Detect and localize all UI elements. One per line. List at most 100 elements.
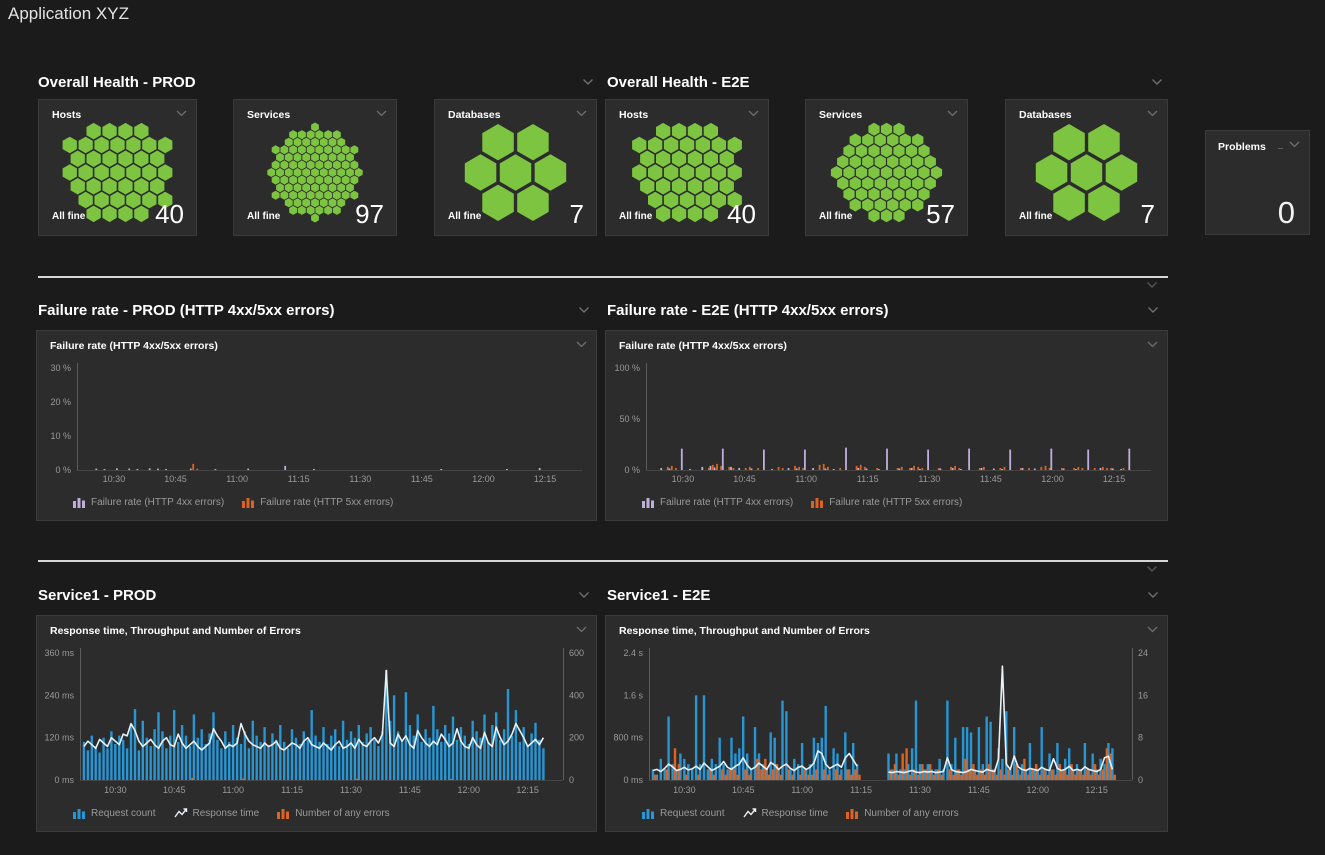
hexagon[interactable] [688, 123, 702, 139]
legend-item[interactable]: Response time [174, 808, 260, 819]
hexagon[interactable] [632, 164, 646, 181]
hexagon[interactable] [324, 145, 332, 154]
legend-item[interactable]: Failure rate (HTTP 5xx errors) [811, 496, 962, 508]
hexagon[interactable] [329, 168, 337, 177]
hexagon[interactable] [925, 155, 936, 168]
hexagon[interactable] [856, 188, 867, 201]
hexagon[interactable] [337, 138, 345, 147]
hexagon[interactable] [1088, 185, 1120, 221]
hexagon[interactable] [912, 199, 923, 212]
hexagon[interactable] [110, 137, 124, 154]
hexagon[interactable] [87, 151, 101, 168]
hexagon[interactable] [850, 177, 861, 190]
chevron-down-icon[interactable] [1147, 591, 1159, 599]
hexagon[interactable] [94, 137, 108, 154]
hexagon[interactable] [672, 123, 686, 139]
hexagon[interactable] [302, 168, 310, 177]
hexagon[interactable] [134, 151, 148, 168]
hexagon[interactable] [307, 206, 315, 215]
hexagon[interactable] [280, 160, 288, 169]
chevron-down-icon[interactable] [1146, 281, 1158, 289]
hexagon[interactable] [862, 199, 873, 212]
hexagon[interactable] [337, 168, 345, 177]
chevron-down-icon[interactable] [376, 110, 387, 117]
hexagon[interactable] [831, 166, 842, 179]
hexagon[interactable] [640, 178, 654, 195]
hexagon[interactable] [875, 134, 886, 147]
hexagon[interactable] [134, 123, 148, 139]
hexagon[interactable] [320, 183, 328, 192]
hexagon[interactable] [302, 183, 310, 192]
hexagon[interactable] [94, 192, 108, 209]
hexagon[interactable] [102, 123, 116, 139]
hexagon[interactable] [680, 164, 694, 181]
hexagon[interactable] [912, 155, 923, 168]
hexagon[interactable] [324, 160, 332, 169]
legend-item[interactable]: Failure rate (HTTP 5xx errors) [242, 496, 393, 508]
hexagon[interactable] [272, 176, 280, 185]
hexagon[interactable] [712, 137, 726, 154]
hexagon[interactable] [289, 160, 297, 169]
health-tile-databases-prod[interactable]: Databases All fine 7 [434, 99, 597, 236]
hexagon[interactable] [134, 206, 148, 223]
hexagon[interactable] [482, 124, 514, 160]
hexagon[interactable] [672, 206, 686, 223]
hexagon[interactable] [856, 144, 867, 157]
hexagon[interactable] [704, 178, 718, 195]
hexagon[interactable] [664, 137, 678, 154]
chevron-down-icon[interactable] [576, 110, 587, 117]
hexagon[interactable] [272, 160, 280, 169]
hexagon[interactable] [875, 155, 886, 168]
hexagon[interactable] [862, 177, 873, 190]
hexagon[interactable] [79, 192, 93, 209]
hexagon[interactable] [294, 168, 302, 177]
hexagon[interactable] [311, 213, 319, 222]
hexagon[interactable] [704, 151, 718, 168]
hexagon[interactable] [71, 178, 85, 195]
hexagon[interactable] [875, 199, 886, 212]
hexagon[interactable] [342, 160, 350, 169]
hexagon[interactable] [294, 183, 302, 192]
hexagon[interactable] [1106, 154, 1138, 190]
hexagon[interactable] [102, 151, 116, 168]
hexagon[interactable] [324, 206, 332, 215]
hexagon[interactable] [285, 198, 293, 207]
hexagon[interactable] [311, 138, 319, 147]
hexagon[interactable] [850, 134, 861, 147]
hexagon[interactable] [307, 145, 315, 154]
hexagon[interactable] [311, 123, 319, 132]
hexagon[interactable] [79, 164, 93, 181]
hexagon[interactable] [712, 164, 726, 181]
legend-item[interactable]: Number of any errors [846, 807, 958, 819]
chevron-down-icon[interactable] [578, 306, 590, 314]
chevron-down-icon[interactable] [947, 110, 958, 117]
problems-tile[interactable]: Problems 0 [1205, 130, 1310, 235]
hexagon[interactable] [298, 130, 306, 139]
hexagon[interactable] [500, 154, 531, 190]
hexagon[interactable] [881, 209, 892, 222]
hexagon[interactable] [648, 164, 662, 181]
hexagon[interactable] [688, 178, 702, 195]
hexagon[interactable] [150, 178, 164, 195]
hexagon[interactable] [906, 144, 917, 157]
hexagon[interactable] [862, 134, 873, 147]
hexagon[interactable] [87, 206, 101, 223]
hexagon[interactable] [712, 192, 726, 209]
hexagon[interactable] [302, 198, 310, 207]
hexagon[interactable] [333, 191, 341, 200]
hexagon[interactable] [311, 183, 319, 192]
hexagon[interactable] [302, 138, 310, 147]
legend-item[interactable]: Response time [743, 808, 829, 819]
hexagon[interactable] [294, 153, 302, 162]
hexagon[interactable] [289, 145, 297, 154]
health-tile-databases-e2e[interactable]: Databases All fine 7 [1005, 99, 1168, 236]
hexagon[interactable] [900, 177, 911, 190]
hexagon[interactable] [887, 155, 898, 168]
hexagon[interactable] [342, 145, 350, 154]
hexagon[interactable] [324, 130, 332, 139]
hexagon[interactable] [280, 176, 288, 185]
hexagon[interactable] [337, 183, 345, 192]
hexagon[interactable] [1071, 154, 1102, 190]
chevron-down-icon[interactable] [1146, 565, 1158, 573]
chart-canvas[interactable]: 0 %10 %20 %30 %10:3010:4511:0011:1511:30… [37, 359, 596, 491]
